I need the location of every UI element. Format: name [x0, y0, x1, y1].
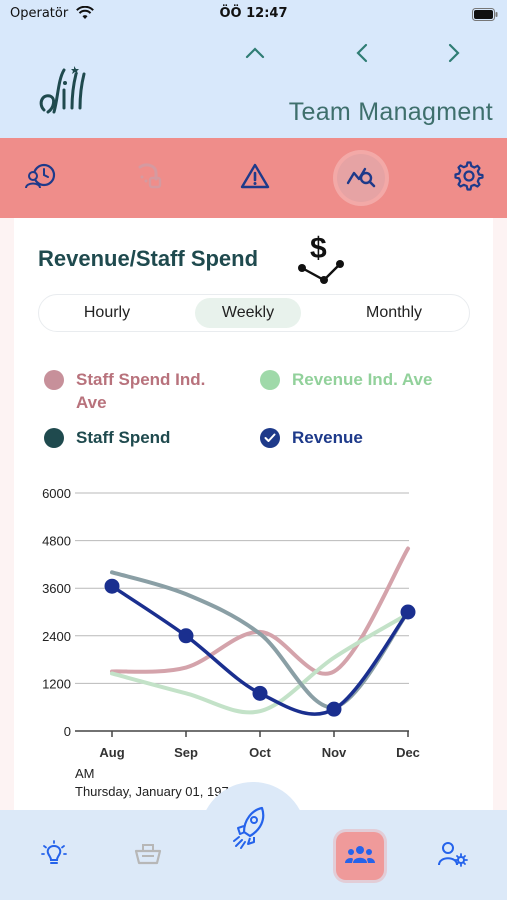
analytics-button[interactable] — [337, 154, 385, 202]
revenue-staff-chart: 6000 4800 3600 2400 1200 0 Aug Sep Oct Nov Dec — [42, 486, 420, 760]
chevron-right-icon[interactable] — [441, 40, 467, 66]
warning-icon — [240, 162, 270, 195]
legend-dot-icon — [44, 428, 64, 448]
legend-dot-icon — [44, 370, 64, 390]
y-tick-label: 0 — [64, 724, 71, 739]
team-icon — [345, 843, 375, 870]
y-tick-label: 1200 — [42, 676, 71, 691]
series-line — [110, 546, 410, 676]
staff-history-button[interactable] — [17, 154, 65, 202]
x-tick-label: Dec — [396, 745, 420, 760]
header: Operatör ÖÖ 12:47 Team Managment — [0, 0, 507, 138]
alerts-button[interactable] — [231, 154, 279, 202]
chevron-up-icon[interactable] — [242, 40, 268, 66]
legend-revenue[interactable]: Revenue — [260, 426, 450, 449]
chart-ampm-label: AM — [75, 766, 95, 781]
series-line — [110, 611, 410, 715]
tab-user-settings[interactable] — [429, 832, 477, 880]
tab-launch[interactable] — [228, 806, 276, 854]
cart-icon — [134, 841, 162, 872]
battery-icon — [472, 8, 498, 25]
cleaning-button[interactable] — [125, 154, 173, 202]
revenue-card: Revenue/Staff Spend $ Hourly Weekly Mont… — [14, 218, 493, 810]
chart-date-label: Thursday, January 01, 1970 — [75, 784, 236, 799]
app-logo — [36, 60, 92, 123]
y-tick-label: 6000 — [42, 486, 71, 501]
segment-weekly[interactable]: Weekly — [195, 298, 301, 328]
data-point — [104, 578, 120, 594]
gear-icon — [454, 160, 484, 196]
dollar-flow-icon: $ — [294, 228, 348, 289]
segment-monthly[interactable]: Monthly — [365, 304, 423, 321]
category-toolbar — [0, 138, 507, 218]
svg-text:$: $ — [310, 232, 327, 265]
data-point — [178, 628, 194, 644]
carrier-label: Operatör — [10, 6, 69, 21]
card-title: Revenue/Staff Spend — [38, 246, 259, 271]
y-tick-label: 2400 — [42, 629, 71, 644]
status-bar: Operatör ÖÖ 12:47 — [0, 0, 507, 30]
cleaning-icon — [134, 161, 164, 196]
page-title: Team Managment — [288, 98, 493, 126]
x-tick-label: Aug — [99, 745, 124, 760]
user-settings-icon — [438, 841, 468, 872]
x-tick-label: Nov — [322, 745, 347, 760]
staff-history-icon — [24, 161, 58, 196]
segment-hourly[interactable]: Hourly — [83, 304, 131, 321]
legend-label: Staff Spend — [76, 428, 171, 447]
legend-staff-spend-ind-ave[interactable]: Staff Spend Ind. Ave — [44, 368, 234, 414]
x-tick-label: Oct — [249, 745, 271, 760]
legend-dot-icon — [260, 370, 280, 390]
checkmark-icon — [260, 428, 280, 448]
rocket-icon — [232, 804, 272, 857]
y-tick-label: 3600 — [42, 581, 71, 596]
tab-ideas[interactable] — [30, 832, 78, 880]
lightbulb-icon — [41, 839, 67, 873]
y-tick-label: 4800 — [42, 534, 71, 549]
x-tick-label: Sep — [174, 745, 198, 760]
legend-label: Revenue Ind. Ave — [292, 370, 433, 389]
legend-label: Staff Spend Ind. Ave — [76, 370, 206, 412]
tab-team[interactable] — [336, 832, 384, 880]
data-point — [400, 604, 416, 620]
tab-orders[interactable] — [124, 832, 172, 880]
wifi-icon — [76, 5, 94, 24]
chart-search-icon — [346, 163, 376, 194]
data-point — [326, 701, 342, 717]
legend-staff-spend[interactable]: Staff Spend — [44, 426, 234, 449]
legend-revenue-ind-ave[interactable]: Revenue Ind. Ave — [260, 368, 470, 391]
period-selector: Hourly Weekly Monthly — [38, 294, 470, 332]
settings-button[interactable] — [445, 154, 493, 202]
status-time: ÖÖ 12:47 — [219, 6, 288, 21]
chevron-left-icon[interactable] — [349, 40, 375, 66]
data-point — [252, 685, 268, 701]
legend-label: Revenue — [292, 428, 363, 447]
